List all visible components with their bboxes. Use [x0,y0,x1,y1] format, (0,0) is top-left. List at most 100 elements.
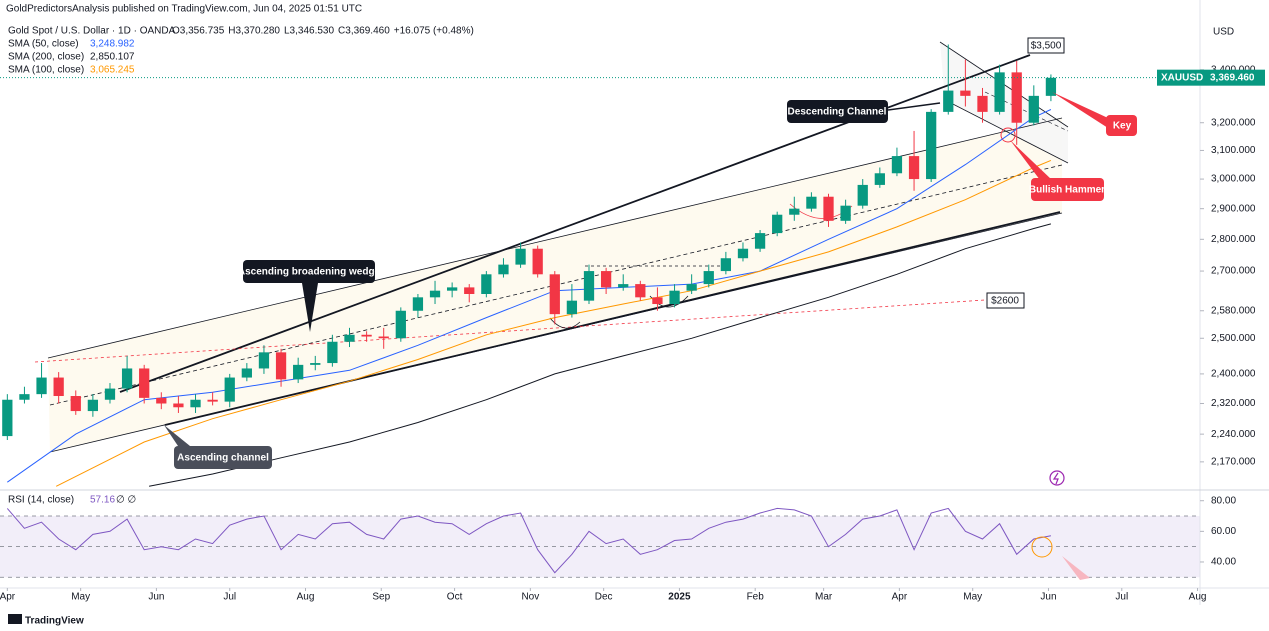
currency: USD [1213,27,1234,38]
y-tick-label: 2,900.000 [1211,203,1256,214]
y-tick-label: 3,000.000 [1211,174,1256,185]
candle-body [361,334,372,337]
candle-body [139,368,150,398]
candle-body [772,214,783,234]
x-tick-label: Oct [447,592,463,603]
alert-icon[interactable] [1049,470,1065,486]
published: GoldPredictorsAnalysis published on Trad… [6,4,362,15]
candle-body [583,271,595,301]
candle-body [960,90,971,96]
candle-body [600,271,612,288]
candle-body [498,264,509,275]
ohlc-value: O3,356.735 [172,26,225,37]
candle-body [737,248,749,259]
candle-body [241,368,252,378]
candle-body [823,196,834,221]
x-tick-label: Apr [892,592,908,603]
candle-body [754,233,766,249]
annotation: Ascending channel [177,453,269,464]
ohlc-value: C3,369.460 [338,26,390,37]
rsi-title: RSI (14, close) [8,495,74,506]
candle-body [874,173,885,185]
annotation-box [243,260,375,283]
candle-body [53,377,64,397]
candle-body [344,334,355,342]
candle-body [908,156,920,180]
candle-body [19,394,30,400]
candle-body [156,397,167,404]
candle-body [464,287,475,295]
candle-body [669,290,680,305]
ohlc-readout: O3,356.735 H3,370.280 L3,346.530 C3,369.460… [172,26,474,37]
y-tick-label: 80.00 [1211,495,1236,506]
candle-body [703,271,714,285]
y-tick-label: 2,240.000 [1211,429,1256,440]
x-tick-label: Sep [372,592,390,603]
y-tick-label: 2,400.000 [1211,369,1256,380]
candle-body [310,363,321,365]
candle-body [481,274,492,295]
candle-body [857,184,868,206]
y-tick-label: 3,200.000 [1211,117,1256,128]
y-tick-label: 2,580.000 [1211,305,1256,316]
y-tick-label: 2,700.000 [1211,266,1256,277]
price-tag [1157,69,1265,86]
rsi-flags: ∅ ∅ [116,495,136,506]
candle-body [36,377,47,395]
candle-body [327,341,338,364]
annotation-box [174,446,272,469]
candle-body [532,248,543,275]
candle-body [566,300,578,315]
annotation-box [1106,115,1137,136]
level-line [34,299,986,363]
x-tick-label: Jul [1115,592,1128,603]
y-tick-label: 2,320.000 [1211,398,1256,409]
annotation: $2600 [991,296,1019,307]
candle-body [395,310,406,339]
plot-area [0,44,1200,578]
y-tick-label: 2,500.000 [1211,333,1256,344]
candle-body [515,248,526,265]
candle-body [686,284,697,291]
sma-line [149,223,1052,487]
x-tick-label: Aug [1189,592,1207,603]
candle-body [840,205,851,221]
logo [8,614,22,624]
x-tick-label: May [71,592,90,603]
candle-body [943,90,954,112]
candle-body [87,399,99,412]
annotation-box [986,292,1025,309]
candle-body [412,297,424,311]
annotations: $3,500 Descending Channel Key Bullish Ha… [164,37,1137,580]
candle-body [891,156,903,174]
ohlc-value: L3,346.530 [284,26,334,37]
ohlc-value: +16.075 (+0.48%) [394,26,474,37]
symbol-title: Gold Spot / U.S. Dollar · 1D · OANDA [8,26,176,37]
candle-body [1045,77,1057,96]
y-tick-label: 2,170.000 [1211,457,1256,468]
candle-body [926,111,937,180]
candle-body [720,258,731,272]
y-tick-label: 3,100.000 [1211,145,1256,156]
candle-body [173,403,184,408]
candle-body [635,284,646,298]
pointer [164,425,190,446]
annotation-box [1031,178,1104,201]
candle-body [429,290,441,298]
rsi-line [6,507,1051,574]
y-tick-label: 2,800.000 [1211,234,1256,245]
legend-label: SMA (200, close) [8,52,84,63]
candle-body [977,95,988,112]
hammer-circle [1000,127,1016,143]
candle-body [2,399,13,437]
x-tick-label: Jun [1040,592,1056,603]
annotation: Descending Channel [788,107,887,118]
rsi-circle [1031,536,1053,558]
legend-value: 2,850.107 [90,52,135,63]
x-tick-label: Aug [297,592,315,603]
price-tag-value: 3,369.460 [1210,72,1255,83]
candle-body [789,208,800,215]
rsi-pointer [1062,556,1090,580]
annotation: $3,500 [1031,41,1062,52]
pointer [1010,140,1052,180]
